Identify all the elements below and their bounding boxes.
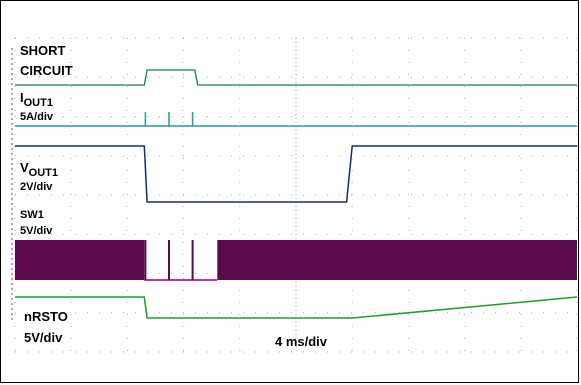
sw1-label: SW1 (20, 209, 44, 221)
nrsto-scale: 5V/div (24, 330, 63, 345)
series-vout1-line (15, 145, 577, 203)
iout1-scale: 5A/div (20, 111, 54, 123)
series-short-circuit-line (15, 69, 577, 86)
iout1-label: IOUT1 (20, 90, 53, 109)
x-scale-label: 4 ms/div (275, 334, 328, 349)
series-nrsto-line (15, 296, 578, 319)
vout1-scale: 2V/div (20, 181, 53, 193)
sw1-scale: 5V/div (20, 225, 53, 237)
series-sw1-switching-block (217, 240, 577, 280)
grid (11, 37, 578, 353)
series-sw1-switching-block (15, 240, 145, 280)
nrsto-label: nRSTO (24, 309, 68, 324)
vout1-label: VOUT1 (20, 160, 58, 179)
traces (15, 69, 578, 319)
short-label-2: CIRCUIT (20, 63, 73, 78)
short-label-1: SHORT (20, 43, 66, 58)
